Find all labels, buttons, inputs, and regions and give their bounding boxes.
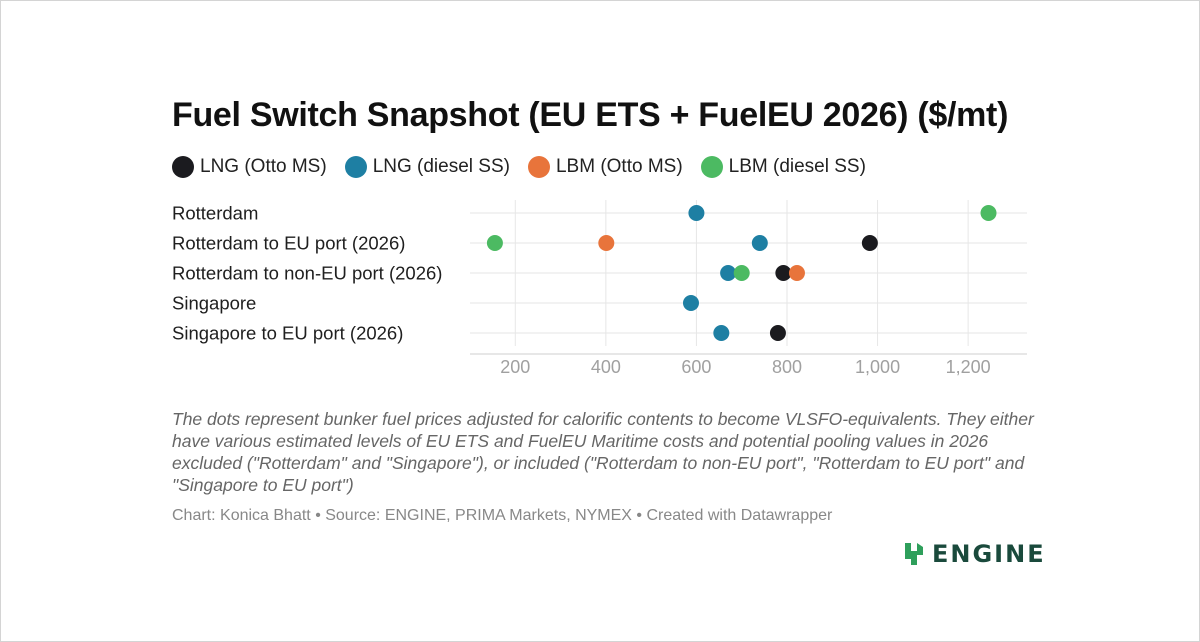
legend-marker bbox=[344, 156, 367, 178]
legend-marker bbox=[172, 156, 194, 178]
legend-marker bbox=[527, 156, 550, 178]
chart-title: Fuel Switch Snapshot (EU ETS + FuelEU 20… bbox=[172, 96, 1009, 134]
legend-label: LBM (Otto MS) bbox=[555, 156, 683, 177]
x-tick-label: 400 bbox=[591, 357, 621, 377]
legend-label: LNG (Otto MS) bbox=[200, 156, 327, 177]
data-point bbox=[720, 265, 737, 281]
data-point bbox=[775, 265, 792, 281]
dot-plot: Rotterdam Rotterdam to EU port (2026) Rott… bbox=[172, 200, 1027, 377]
data-point bbox=[688, 205, 705, 221]
data-point bbox=[980, 205, 997, 221]
data-point bbox=[486, 235, 503, 251]
row-label: Singapore to EU port (2026) bbox=[172, 323, 403, 344]
engine-logo: ENGINE bbox=[902, 540, 1046, 568]
chart-footer: Chart: Konica Bhatt • Source: ENGINE, PR… bbox=[172, 507, 833, 524]
legend-label: LNG (diesel SS) bbox=[372, 156, 510, 177]
legend-label: LBM (diesel SS) bbox=[728, 156, 866, 177]
data-point bbox=[713, 325, 730, 341]
x-tick-label: 1,200 bbox=[946, 357, 991, 377]
row-label: Rotterdam bbox=[172, 203, 258, 224]
data-point bbox=[769, 325, 786, 341]
data-point bbox=[682, 295, 699, 311]
legend-item: LNG (Otto MS) bbox=[172, 156, 327, 178]
chart-description: The dots represent bunker fuel prices ad… bbox=[172, 409, 1034, 495]
data-point bbox=[598, 235, 615, 251]
data-point bbox=[861, 235, 878, 251]
x-tick-label: 1,000 bbox=[855, 357, 900, 377]
legend-item: LBM (Otto MS) bbox=[527, 156, 683, 178]
legend-item: LNG (diesel SS) bbox=[344, 156, 510, 178]
legend-marker bbox=[700, 156, 723, 178]
data-point bbox=[751, 235, 768, 251]
x-tick-label: 600 bbox=[681, 357, 711, 377]
chart-legend: LNG (Otto MS) LNG (diesel SS) LBM (Otto MS… bbox=[172, 156, 866, 178]
engine-logo-icon bbox=[905, 543, 923, 565]
row-label: Rotterdam to non-EU port (2026) bbox=[172, 263, 442, 284]
legend-item: LBM (diesel SS) bbox=[700, 156, 866, 178]
x-tick-label: 200 bbox=[500, 357, 530, 377]
row-label: Singapore bbox=[172, 293, 256, 314]
row-label: Rotterdam to EU port (2026) bbox=[172, 233, 405, 254]
data-point bbox=[788, 265, 805, 281]
engine-logo-text: ENGINE bbox=[932, 540, 1046, 568]
x-tick-label: 800 bbox=[772, 357, 802, 377]
data-point bbox=[733, 265, 750, 281]
